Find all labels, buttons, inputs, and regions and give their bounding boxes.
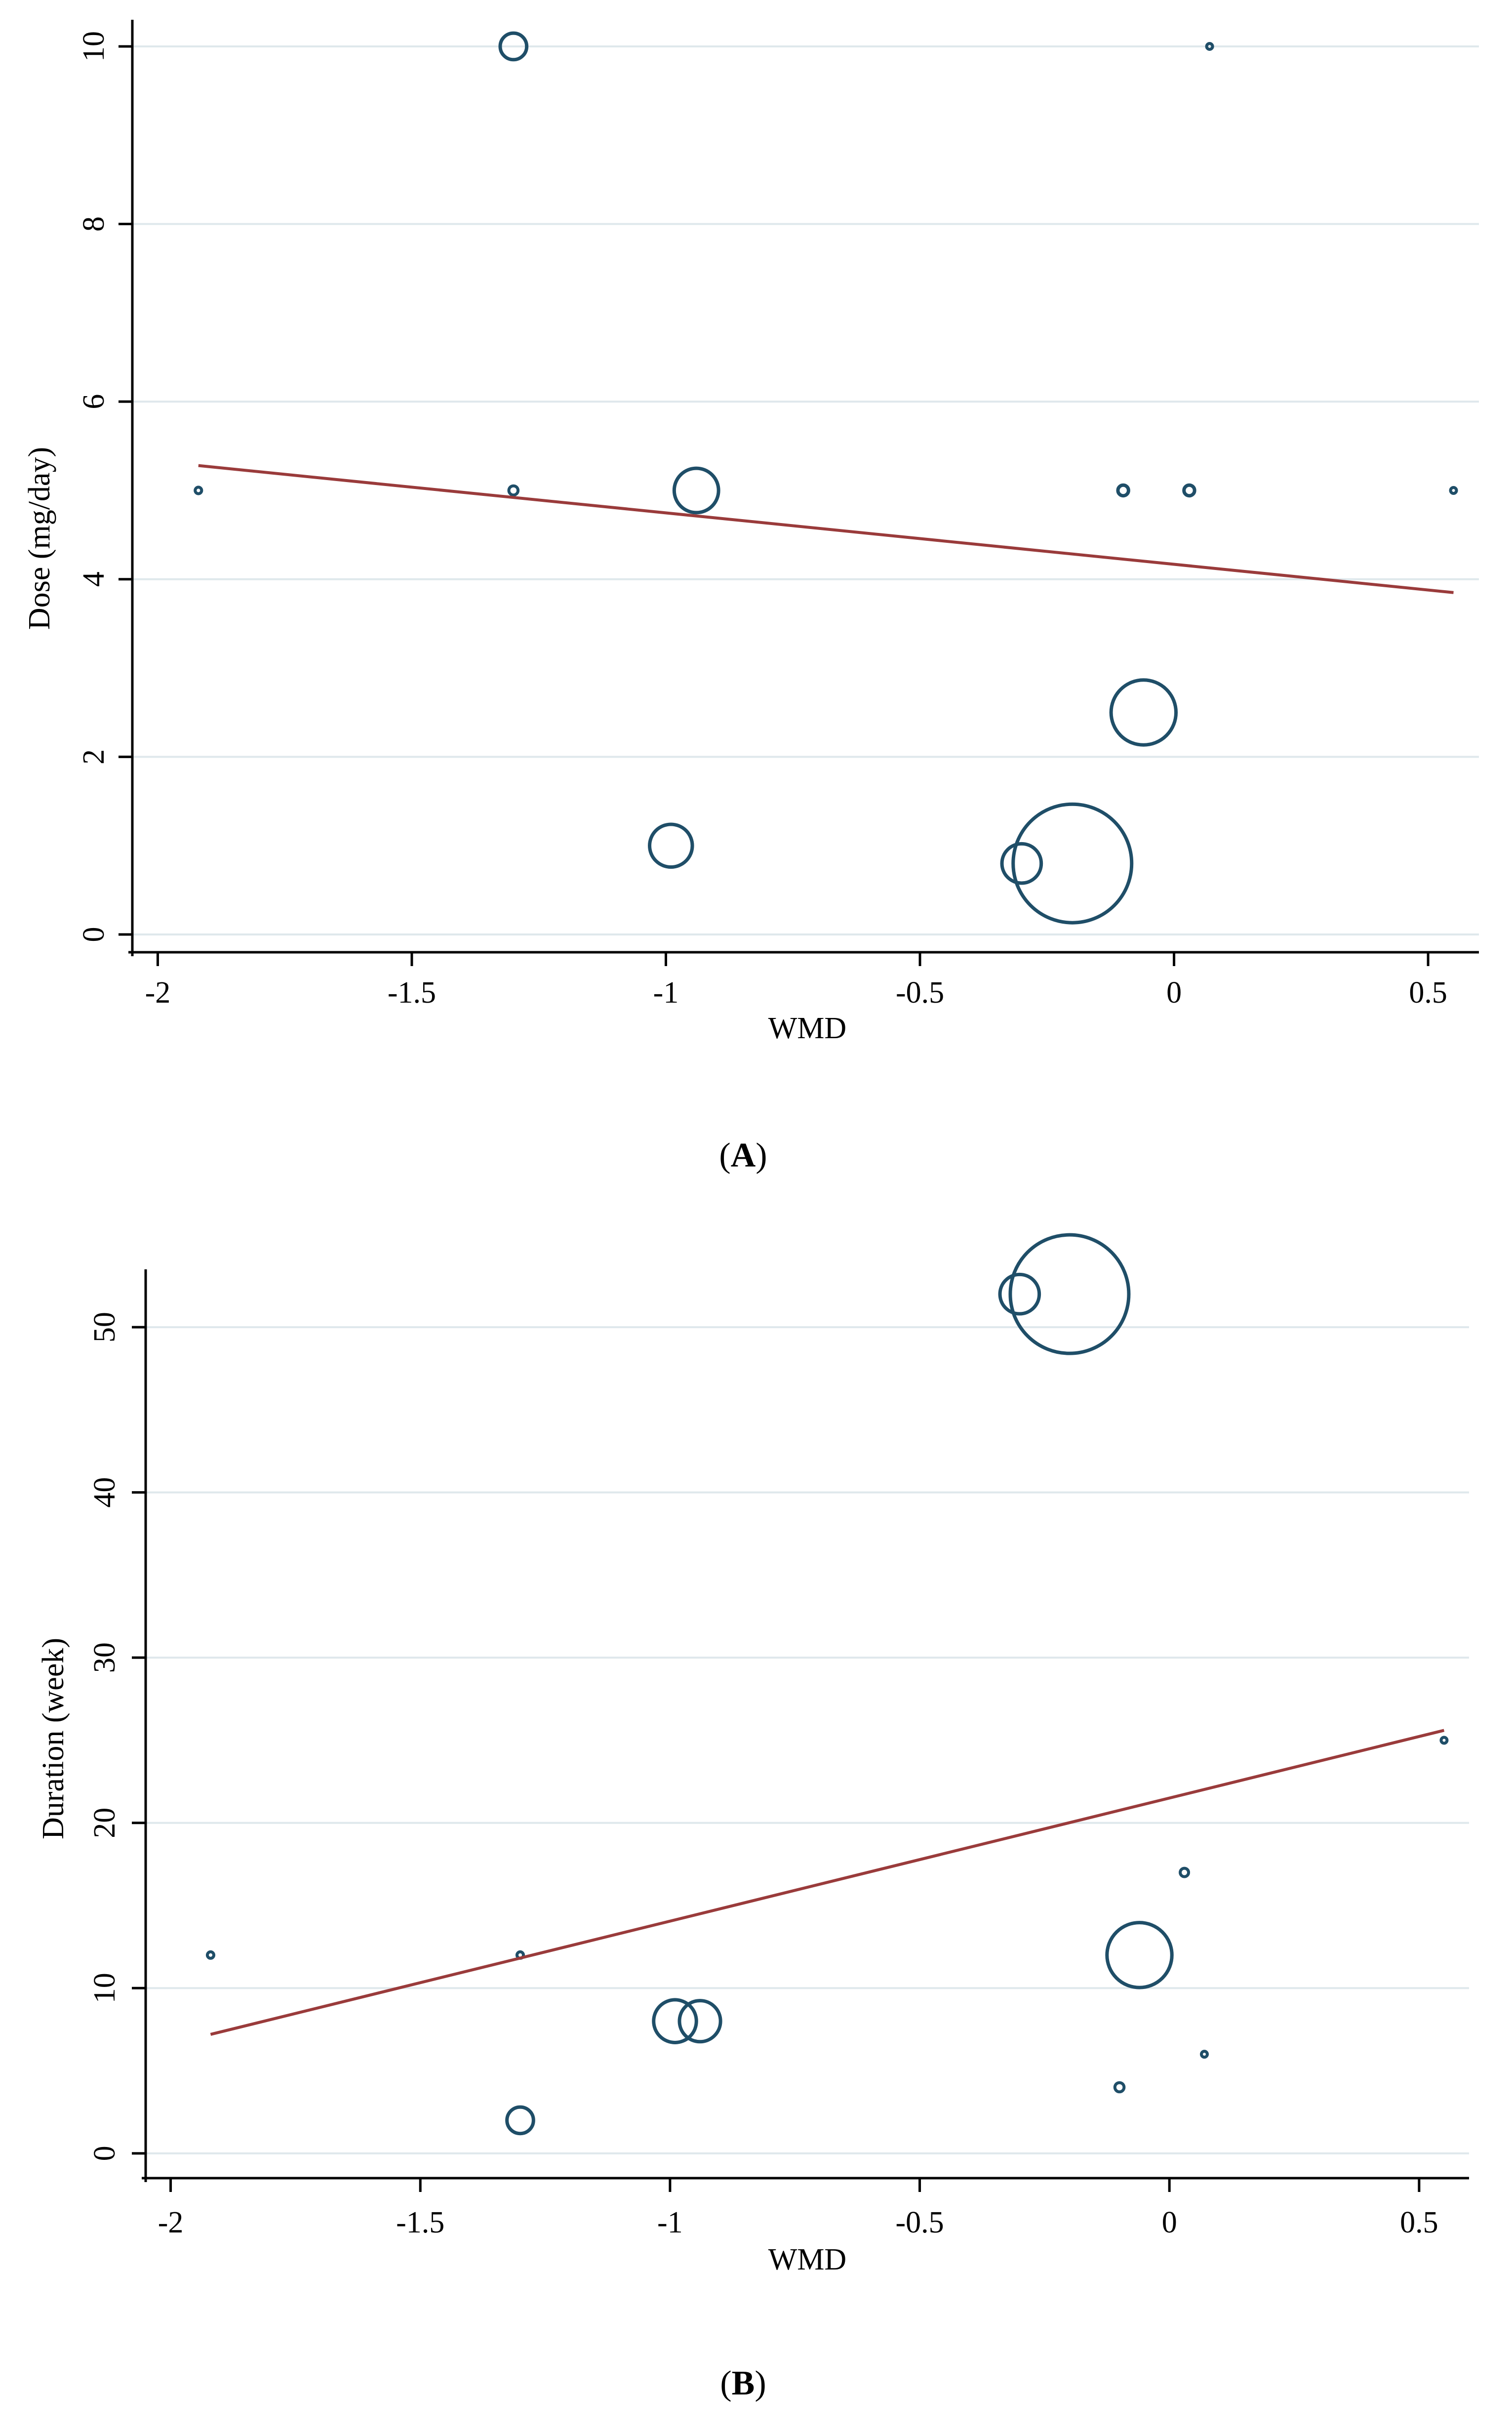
marks-b (205, 1233, 1449, 2136)
x-tick-label-b-2: -1 (657, 2206, 683, 2239)
fit-line-b (210, 1729, 1445, 2036)
x-tick-label-a-4: 0 (1166, 976, 1182, 1010)
data-point-a-10 (1205, 41, 1214, 51)
x-tick-label-b-3: -0.5 (895, 2206, 944, 2239)
data-point-b-6 (1008, 1233, 1131, 1355)
y-axis-title-a: Dose (mg/day) (23, 447, 56, 630)
data-point-b-2 (505, 2105, 535, 2136)
data-point-a-1 (498, 31, 529, 62)
y-tick-label-a-1: 2 (77, 749, 111, 765)
y-tick-label-b-4: 40 (88, 1477, 121, 1508)
y-tick-label-a-0: 0 (77, 927, 111, 942)
data-point-b-0 (205, 1950, 216, 1960)
grid-lines-b (146, 1326, 1469, 2154)
fit-line-a (198, 464, 1454, 594)
data-point-b-10 (1200, 2050, 1209, 2059)
data-point-b-5 (998, 1272, 1041, 1316)
data-point-b-4 (677, 1999, 722, 2044)
x-axis-title-a: WMD (768, 1012, 846, 1045)
marks-a (194, 31, 1458, 925)
x-tick-label-a-5: 0.5 (1409, 976, 1447, 1010)
data-point-a-9 (1182, 483, 1196, 498)
y-tick-label-b-1: 10 (88, 1973, 121, 2003)
data-point-b-8 (1113, 2081, 1126, 2094)
y-tick-label-b-3: 30 (88, 1642, 121, 1673)
data-point-b-9 (1179, 1866, 1191, 1878)
grid-lines-a (132, 45, 1479, 936)
panel-label-b-text: (B) (720, 2364, 766, 2402)
y-tick-label-a-4: 8 (77, 216, 111, 232)
data-point-a-11 (1449, 486, 1458, 495)
chart-panel-b: -2 -1.5 -1 -0.5 0 0.5 0 10 20 30 40 50 WMD Duration… (37, 1233, 1469, 2402)
x-tick-label-b-4: 0 (1162, 2206, 1177, 2239)
x-tick-label-b-5: 0.5 (1400, 2206, 1438, 2239)
data-point-a-8 (1116, 483, 1130, 498)
y-tick-label-a-2: 4 (77, 571, 111, 587)
axes-a: -2 -1.5 -1 -0.5 0 0.5 0 2 4 6 8 10 (77, 20, 1479, 1010)
data-point-a-0 (194, 486, 203, 495)
y-tick-label-b-2: 20 (88, 1808, 121, 1838)
data-point-b-3 (652, 1998, 698, 2044)
data-point-a-5 (1000, 842, 1043, 885)
data-point-a-4 (648, 822, 694, 869)
x-axis-title-b: WMD (768, 2243, 846, 2276)
data-point-b-11 (1439, 1736, 1449, 1745)
y-tick-label-b-0: 0 (88, 2146, 121, 2161)
data-point-a-6 (1011, 802, 1134, 925)
x-tick-label-a-1: -1.5 (388, 976, 436, 1010)
x-tick-label-b-1: -1.5 (396, 2206, 444, 2239)
panel-label-a-text: (A) (719, 1136, 767, 1175)
x-tick-label-a-3: -0.5 (896, 976, 944, 1010)
data-point-a-2 (507, 484, 520, 497)
x-tick-label-a-2: -1 (653, 976, 679, 1010)
panel-label-b: B (732, 2364, 755, 2402)
y-axis-title-b: Duration (week) (37, 1638, 70, 1839)
axes-b: -2 -1.5 -1 -0.5 0 0.5 0 10 20 30 40 50 (88, 1269, 1469, 2239)
x-tick-label-a-0: -2 (145, 976, 171, 1010)
x-tick-label-b-0: -2 (158, 2206, 184, 2239)
data-point-a-3 (672, 466, 720, 515)
y-tick-label-b-5: 50 (88, 1312, 121, 1342)
panel-label-a: A (731, 1136, 756, 1175)
y-tick-label-a-3: 6 (77, 394, 111, 409)
y-tick-label-a-5: 10 (77, 31, 111, 62)
data-point-b-7 (1105, 1921, 1174, 1989)
chart-panel-a: -2 -1.5 -1 -0.5 0 0.5 0 2 4 6 8 10 WMD Dose (mg/day… (23, 20, 1479, 1175)
data-point-a-7 (1109, 678, 1178, 747)
